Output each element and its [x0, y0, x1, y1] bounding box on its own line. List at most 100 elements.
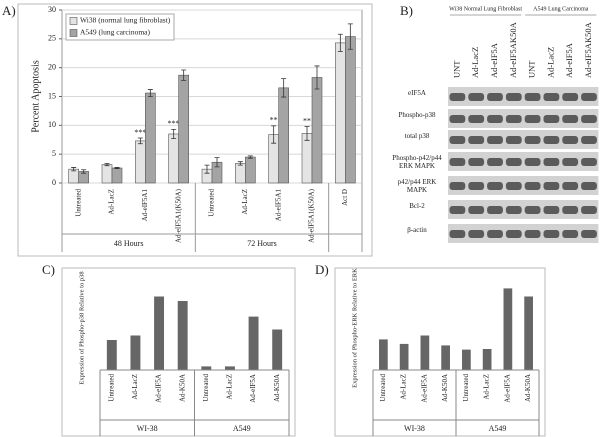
- y-tick-label: 10: [48, 120, 56, 129]
- legend-label: Wi38 (normal lung fibroblast): [80, 16, 171, 25]
- blot-band: [581, 136, 597, 144]
- blot-band: [524, 93, 541, 101]
- blot-band: [543, 230, 560, 238]
- legend-swatch: [69, 29, 78, 37]
- error-bar: [104, 162, 110, 167]
- blot-band: [562, 158, 579, 166]
- blot-band: [524, 206, 541, 214]
- x-tick-label: Ad-eIF5A: [420, 374, 428, 403]
- blot-row-label: Phospho-p42/p44 ERK MAPK: [392, 154, 442, 170]
- error-bar: [281, 78, 287, 98]
- blot-strip: [448, 109, 599, 128]
- lane-label: Ad-eIF5AK50A: [583, 21, 593, 78]
- x-tick-label: Ad-LacZ: [226, 374, 234, 400]
- blot-band: [562, 206, 579, 214]
- blot-band: [487, 136, 503, 144]
- panel-d-frame: [334, 267, 546, 437]
- blot-band: [581, 206, 597, 214]
- blot-band: [505, 206, 522, 214]
- blot-band: [505, 230, 522, 238]
- y-axis-label: Expression of Phospho-p38 Relative to p3…: [78, 271, 85, 384]
- y-tick-label: 20: [48, 62, 56, 71]
- blot-group-label: Wi38 Normal Lung Fibroblast: [449, 6, 522, 12]
- panel-label: D): [315, 262, 329, 277]
- panel-label: A): [2, 3, 16, 18]
- legend-swatch: [69, 17, 78, 25]
- x-tick-label: Act D: [341, 189, 349, 206]
- error-bar: [237, 161, 243, 166]
- blot-band: [449, 158, 466, 166]
- bar: [311, 77, 323, 184]
- error-bar: [114, 167, 120, 169]
- significance: ***: [134, 128, 146, 137]
- blot-band: [487, 230, 503, 238]
- x-tick-label: Ad-K50A: [441, 374, 449, 402]
- panel-a-frame: [17, 3, 373, 257]
- lane-label: UNT: [527, 60, 537, 78]
- blot-band: [449, 93, 466, 101]
- blot-band: [449, 182, 466, 190]
- blot-strip: [448, 224, 599, 243]
- blot-band: [524, 136, 541, 144]
- bar: [177, 301, 188, 370]
- blot-band: [543, 182, 560, 190]
- group-label: 48 Hours: [114, 239, 144, 248]
- error-bar: [137, 137, 143, 145]
- blot-band: [468, 182, 485, 190]
- x-tick-label: Untreated: [107, 374, 115, 402]
- blot-band: [524, 182, 541, 190]
- blot-row-label: Bcl-2: [409, 202, 425, 210]
- legend-label: A549 (lung carcinoma): [80, 28, 150, 37]
- x-tick-label: Ad-eIF5A1(K50A): [308, 188, 316, 243]
- blot-band: [562, 136, 579, 144]
- bar: [145, 92, 156, 184]
- panel-label: B): [400, 3, 413, 18]
- bar: [201, 366, 212, 370]
- lane-label: Ad-eIF5A: [489, 42, 499, 78]
- panel-c-frame: [61, 267, 296, 437]
- blot-row-label: eIF5A: [408, 89, 426, 97]
- x-tick-label: Ad-eIF5A1(K50A): [174, 188, 182, 243]
- bar: [399, 343, 409, 370]
- x-tick-label: Ad-LacZ: [241, 189, 249, 215]
- blot-band: [562, 182, 579, 190]
- blot-band: [449, 115, 466, 123]
- x-tick-label: Ad-LacZ: [400, 374, 408, 400]
- error-bar: [204, 164, 210, 174]
- blot-row-label: p42/p44 ERK MAPK: [397, 178, 437, 194]
- error-bar: [304, 126, 310, 141]
- blot-strip: [448, 152, 599, 171]
- blot-band: [449, 136, 466, 144]
- x-tick-label: Ad-eIF5A1: [274, 189, 282, 222]
- blot-band: [505, 93, 522, 101]
- x-tick-label: Ad-eIF5A: [503, 374, 511, 403]
- blot-group-label: A549 Lung Carcinoma: [533, 6, 589, 12]
- bar: [272, 329, 283, 370]
- bar: [248, 316, 259, 370]
- blot-band: [487, 115, 503, 123]
- panel-label: C): [42, 262, 55, 277]
- bar: [168, 133, 179, 184]
- x-tick-label: Ad-eIF5A: [155, 374, 163, 403]
- lane-label: Ad-eIF5A: [564, 42, 574, 78]
- y-tick-label: 5: [52, 149, 56, 158]
- blot-band: [524, 230, 541, 238]
- bar: [130, 335, 141, 370]
- bar: [335, 42, 346, 184]
- group-label: WI-38: [404, 424, 425, 433]
- blot-band: [449, 230, 466, 238]
- significance: ***: [168, 119, 180, 128]
- blot-band: [505, 115, 522, 123]
- blot-band: [543, 206, 560, 214]
- lane-label: Ad-eIF5AK50A: [508, 21, 518, 78]
- blot-band: [487, 93, 503, 101]
- group-label: A549: [489, 424, 507, 433]
- bar: [101, 164, 113, 184]
- blot-band: [543, 136, 560, 144]
- x-tick-label: Ad-eIF5A1: [141, 189, 149, 222]
- error-bar: [81, 169, 87, 174]
- lane-label: UNT: [451, 60, 461, 78]
- x-tick-label: Untreated: [74, 189, 82, 217]
- x-tick-label: Ad-LacZ: [108, 189, 116, 215]
- bar: [111, 167, 123, 184]
